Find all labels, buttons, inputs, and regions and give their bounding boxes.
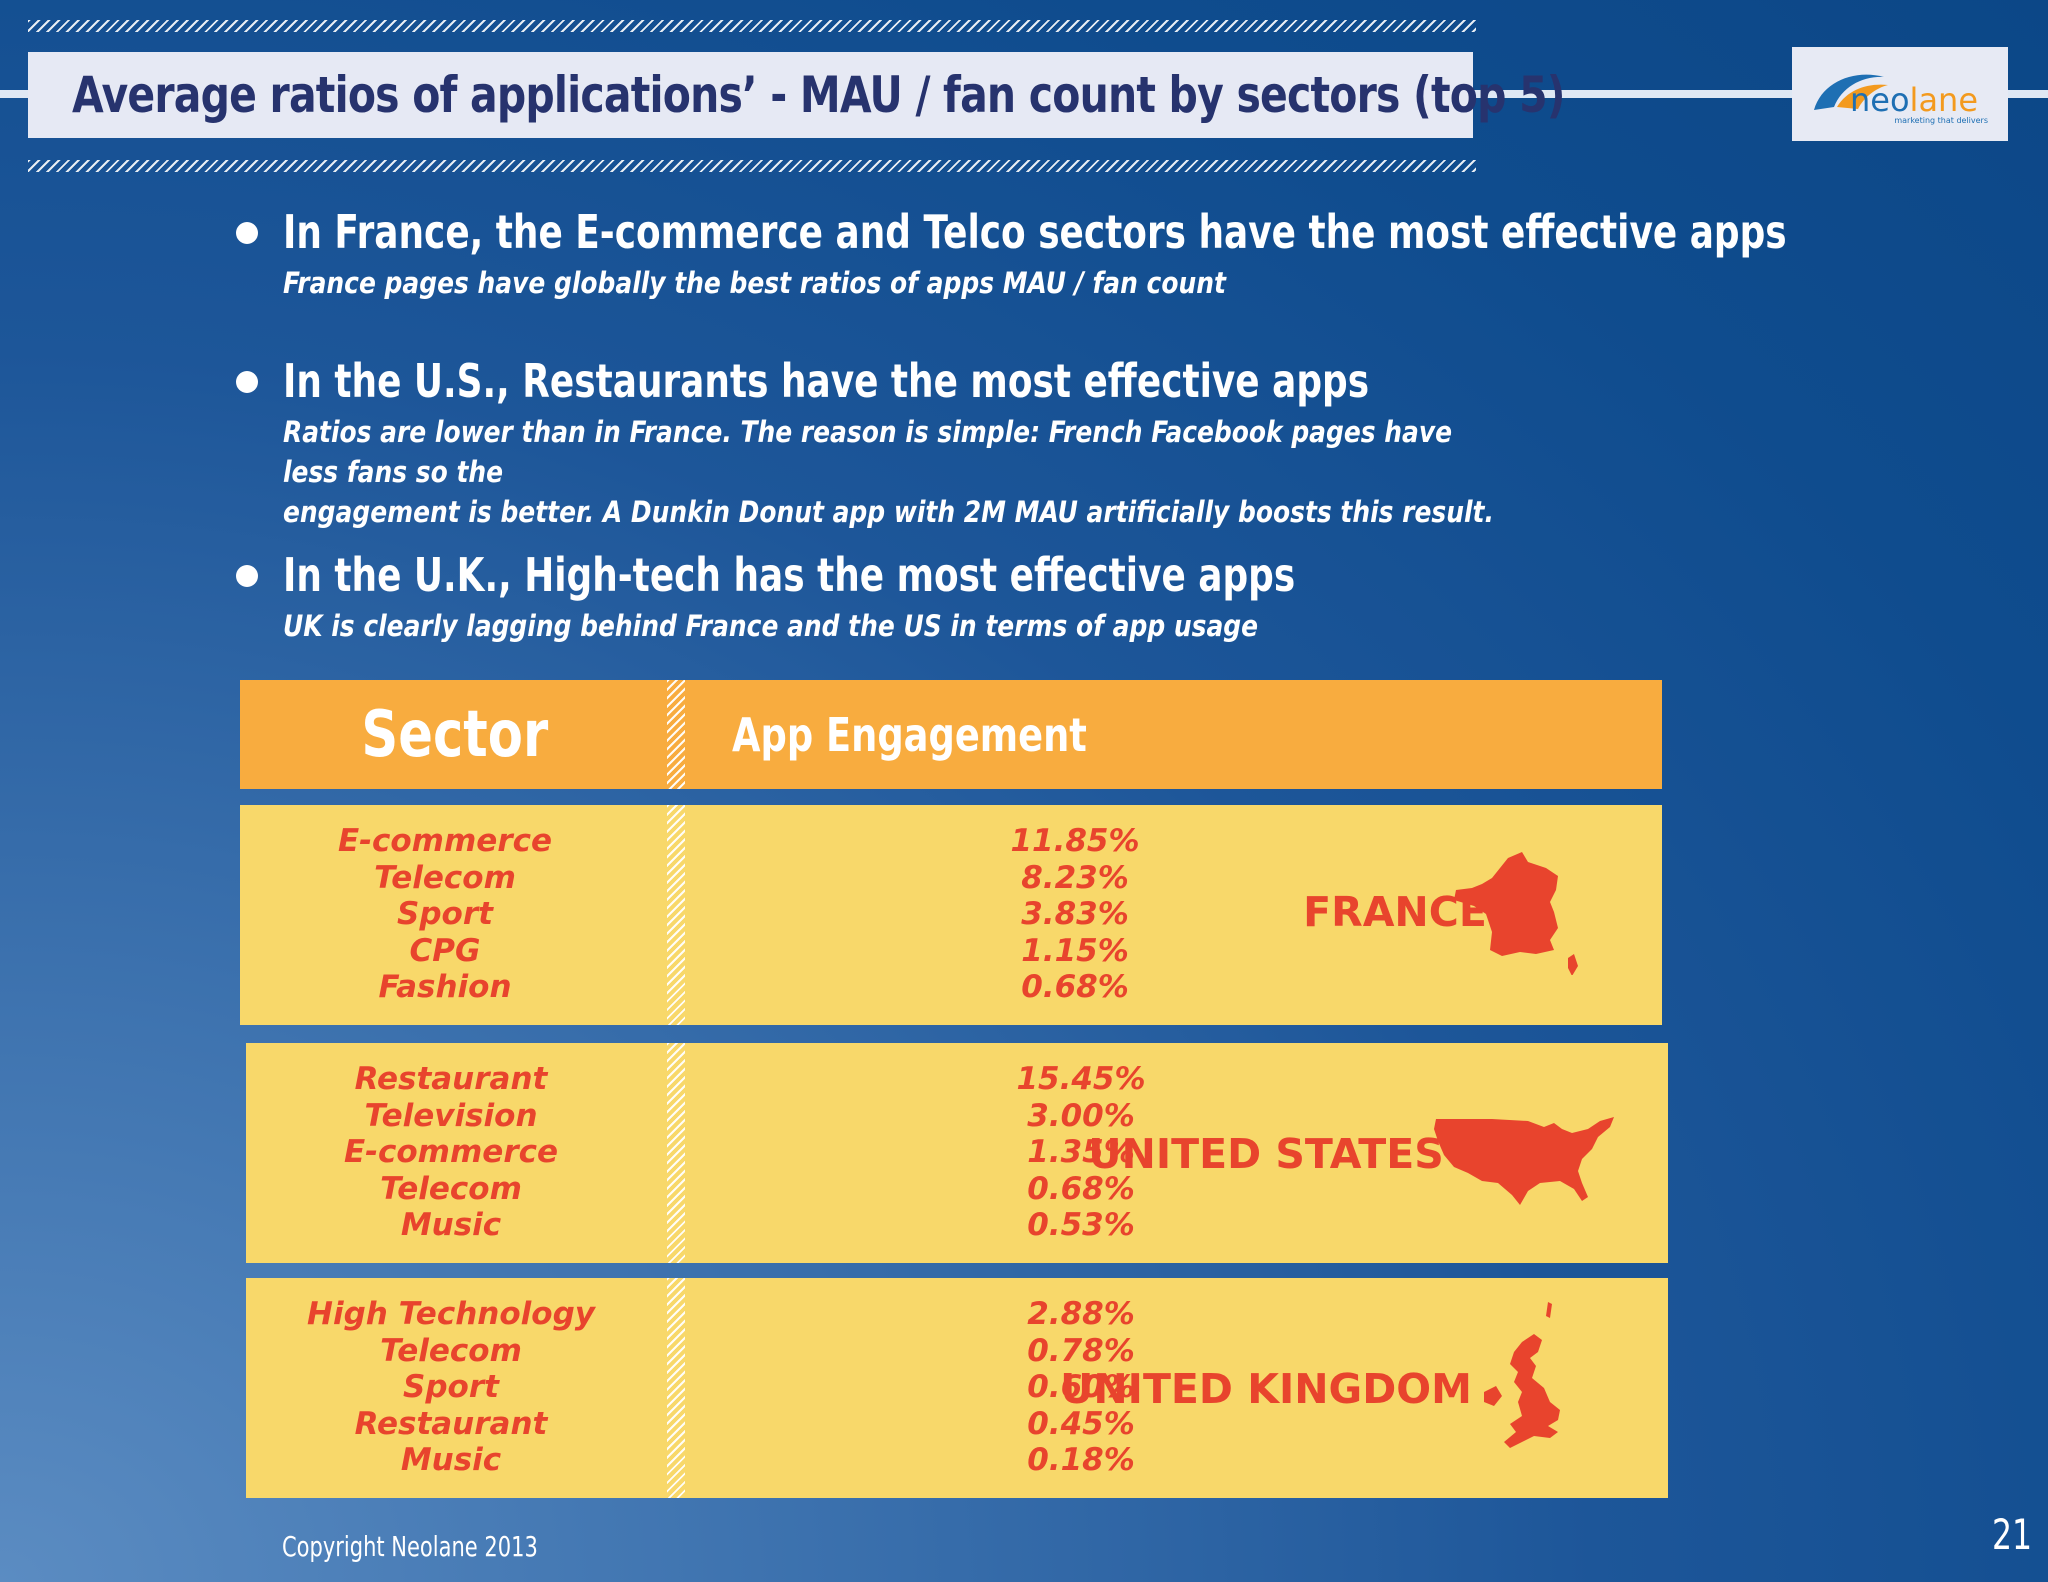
engagement-value: 0.45%	[1027, 1405, 1135, 1442]
title-rule-left	[0, 90, 30, 98]
column-divider	[667, 805, 685, 1025]
top-hatch-divider	[28, 20, 1476, 32]
logo-wordmark-neo: neolane	[1850, 81, 1978, 119]
bullet-subtext-line: engagement is better. A Dunkin Donut app…	[283, 495, 1494, 529]
title-rule-right	[1473, 90, 1793, 98]
sector-name: Sport	[397, 896, 493, 932]
engagement-value: 0.53%	[1027, 1207, 1135, 1243]
country-label: UNITED STATES	[1088, 1130, 1444, 1178]
engagement-value: 0.78%	[1027, 1332, 1135, 1369]
column-divider	[667, 1278, 685, 1498]
page-title: Average ratios of applications’ - MAU / …	[72, 66, 1566, 124]
sector-name: High Technology	[307, 1296, 595, 1332]
bullet-subtext-line: France pages have globally the best rati…	[283, 266, 1226, 300]
sector-name: Music	[400, 1442, 502, 1478]
neolane-logo: neolane marketing that delivers	[1792, 47, 2008, 141]
engagement-list: 11.85% 8.23% 3.83% 1.15% 0.68%	[975, 823, 1175, 1006]
engagement-value: 0.68%	[1021, 969, 1129, 1005]
column-divider	[667, 680, 685, 789]
bullet-subtext: UK is clearly lagging behind France and …	[283, 606, 1504, 646]
bullet-subtext-line: UK is clearly lagging behind France and …	[283, 609, 1259, 643]
country-panel-france: E-commerce Telecom Sport CPG Fashion 11.…	[240, 805, 1662, 1025]
bottom-hatch-divider	[28, 160, 1476, 172]
sector-name: Telecom	[380, 1332, 522, 1369]
bullet-heading: In the U.K., High-tech has the most effe…	[283, 548, 1296, 602]
bullet-subtext: Ratios are lower than in France. The rea…	[283, 412, 1504, 532]
engagement-value: 3.83%	[1021, 896, 1129, 932]
country-panel-united-kingdom: High Technology Telecom Sport Restaurant…	[246, 1278, 1668, 1498]
bullet-subtext-line: Ratios are lower than in France. The rea…	[283, 415, 1453, 489]
sector-name: Restaurant	[354, 1061, 548, 1097]
engagement-value: 0.60%	[1027, 1369, 1135, 1405]
bullet-dot-icon	[236, 222, 258, 244]
sector-name: Fashion	[378, 969, 512, 1005]
sector-column-header: Sector	[361, 697, 549, 772]
engagement-value: 15.45%	[1016, 1061, 1146, 1097]
sector-name: Music	[400, 1207, 502, 1243]
sector-name: Telecom	[380, 1170, 522, 1207]
table-header: Sector App Engagement	[240, 680, 1662, 789]
engagement-value: 11.85%	[1010, 823, 1140, 859]
uk-map-icon	[1484, 1302, 1560, 1448]
country-label: UNITED KINGDOM	[1060, 1365, 1472, 1413]
sector-name: Sport	[403, 1369, 499, 1405]
sector-name: Television	[364, 1097, 538, 1134]
sector-name: Telecom	[374, 859, 516, 896]
sector-name: E-commerce	[343, 1134, 559, 1170]
engagement-value: 0.68%	[1027, 1170, 1135, 1207]
sector-name: E-commerce	[337, 823, 553, 859]
country-panel-united-states: Restaurant Television E-commerce Telecom…	[246, 1043, 1668, 1263]
engagement-value: 2.88%	[1027, 1296, 1135, 1332]
engagement-list: 15.45% 3.00% 1.35% 0.68% 0.53%	[981, 1061, 1181, 1244]
bullet-subtext: France pages have globally the best rati…	[283, 263, 1504, 303]
sector-name: CPG	[409, 932, 481, 969]
engagement-value: 0.18%	[1027, 1442, 1135, 1478]
logo-arc-icon: neolane marketing that delivers	[1814, 74, 1988, 125]
title-rule-far-right	[2008, 90, 2048, 98]
engagement-value: 1.35%	[1027, 1134, 1135, 1170]
column-divider	[667, 1043, 685, 1263]
bullet-heading: In the U.S., Restaurants have the most e…	[283, 354, 1370, 408]
bullet-dot-icon	[236, 371, 258, 393]
logo-tagline: marketing that delivers	[1894, 116, 1988, 125]
engagement-value: 1.15%	[1021, 932, 1129, 969]
engagement-value: 3.00%	[1027, 1097, 1135, 1134]
engagement-column-header: App Engagement	[732, 707, 1087, 762]
france-map-icon	[1454, 852, 1578, 975]
copyright-text: Copyright Neolane 2013	[282, 1530, 538, 1563]
bullet-heading: In France, the E-commerce and Telco sect…	[283, 205, 1787, 259]
engagement-list: 2.88% 0.78% 0.60% 0.45% 0.18%	[981, 1296, 1181, 1479]
sector-name: Restaurant	[354, 1405, 548, 1442]
sector-list: High Technology Telecom Sport Restaurant…	[246, 1296, 656, 1479]
engagement-value: 8.23%	[1021, 859, 1129, 896]
sector-list: Restaurant Television E-commerce Telecom…	[246, 1061, 656, 1244]
page-number: 21	[1992, 1510, 2033, 1559]
bullet-dot-icon	[236, 565, 258, 587]
usa-map-icon	[1434, 1117, 1614, 1205]
sector-list: E-commerce Telecom Sport CPG Fashion	[240, 823, 650, 1006]
title-banner: Average ratios of applications’ - MAU / …	[28, 52, 1566, 138]
